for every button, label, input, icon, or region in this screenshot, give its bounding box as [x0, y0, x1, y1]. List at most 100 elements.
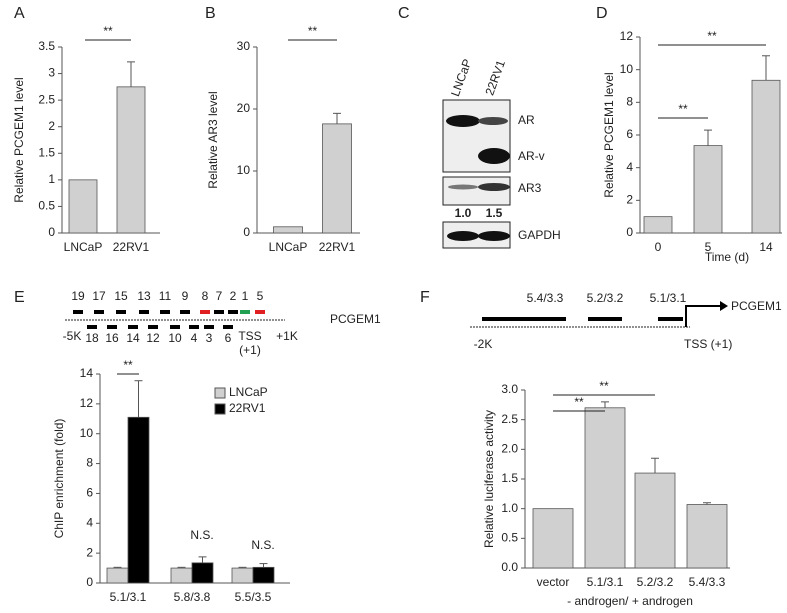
- band: [446, 115, 480, 127]
- annotation: **: [599, 379, 609, 393]
- region-label: 5: [257, 289, 264, 303]
- y-tick-label: 3.5: [38, 39, 55, 53]
- region: [204, 325, 214, 329]
- legend-swatch: [214, 403, 226, 415]
- blot-frame: [442, 176, 511, 206]
- region: [73, 310, 83, 314]
- annotation: N.S.: [251, 538, 274, 552]
- annotation: **: [123, 358, 133, 372]
- bar: [68, 179, 98, 234]
- region: [180, 310, 190, 314]
- x-tick-label: LNCaP: [269, 240, 308, 254]
- y-axis-label: ChIP enrichment (fold): [52, 419, 66, 539]
- y-tick-label: 0.0: [501, 560, 518, 574]
- x-tick-label: 22RV1: [319, 240, 356, 254]
- region: [170, 325, 180, 329]
- y-tick-label: 2.5: [38, 92, 55, 106]
- band-label: AR-v: [518, 149, 545, 163]
- error-bar: [127, 61, 135, 87]
- y-tick-label: 14: [80, 366, 94, 380]
- y-tick-label: 0.5: [501, 531, 518, 545]
- x-tick-label: 5.1/3.1: [110, 590, 147, 604]
- y-tick-label: 10: [237, 163, 251, 177]
- region: [107, 325, 117, 329]
- band: [478, 231, 510, 241]
- region-label: 12: [146, 331, 160, 345]
- y-axis-label: Relative PCGEM1 level: [602, 72, 616, 197]
- coordinate: TSS (+1): [684, 337, 732, 351]
- bar: [252, 566, 275, 584]
- bar: [170, 567, 193, 584]
- y-tick-label: 2.0: [501, 442, 518, 456]
- coordinate: TSS: [238, 329, 261, 343]
- annotation: **: [103, 24, 113, 38]
- bar: [693, 145, 723, 234]
- panel-label: C: [398, 5, 410, 22]
- region-label: 5.1/3.1: [650, 291, 687, 305]
- x-axis-label: Time (d): [705, 250, 749, 264]
- y-tick-label: 1: [48, 172, 55, 186]
- y-tick-label: 1.5: [501, 471, 518, 485]
- x-tick-label: 5.8/3.8: [174, 590, 211, 604]
- bar: [106, 567, 129, 584]
- region-label: 1: [242, 289, 249, 303]
- gene-label: PCGEM1: [330, 312, 381, 326]
- x-tick-label: 0: [655, 240, 662, 254]
- panel-label: B: [205, 5, 216, 22]
- x-tick-label: 5.1/3.1: [587, 575, 624, 589]
- quantification: 1.0: [455, 206, 472, 220]
- annotation: **: [707, 29, 717, 43]
- y-axis-label: Relative PCGEM1 level: [12, 77, 26, 202]
- y-tick-label: 4: [86, 515, 93, 529]
- x-tick-label: LNCaP: [64, 240, 103, 254]
- y-tick-label: 8: [626, 95, 633, 109]
- y-tick-label: 3.0: [501, 382, 518, 396]
- region-label: 3: [206, 331, 213, 345]
- y-tick-label: 6: [86, 486, 93, 500]
- region-label: 4: [191, 331, 198, 345]
- y-tick-label: 20: [237, 101, 251, 115]
- region-label: 13: [137, 289, 151, 303]
- region: [189, 325, 199, 329]
- y-tick-label: 2: [86, 545, 93, 559]
- bar: [532, 508, 574, 569]
- band: [478, 183, 510, 191]
- y-tick-label: 4: [626, 160, 633, 174]
- lane-label: LNCaP: [448, 57, 474, 98]
- y-axis-label: Relative AR3 level: [206, 91, 220, 188]
- y-tick-label: 10: [80, 426, 94, 440]
- annotation: N.S.: [190, 528, 213, 542]
- region: [228, 310, 238, 314]
- annotation: **: [574, 395, 584, 409]
- region-label: 14: [126, 331, 140, 345]
- region-label: 17: [92, 289, 106, 303]
- error-bar: [198, 556, 207, 563]
- x-tick-label: 5.5/3.5: [235, 590, 272, 604]
- bar: [322, 123, 352, 234]
- y-tick-label: 0: [243, 225, 250, 239]
- bar: [273, 226, 303, 234]
- region: [200, 310, 210, 314]
- blot-bands: [446, 115, 510, 241]
- region-label: 16: [105, 331, 119, 345]
- y-tick-label: 12: [80, 396, 94, 410]
- region-label: 2: [230, 289, 237, 303]
- tss-arrowhead: [720, 301, 728, 311]
- region: [87, 325, 97, 329]
- band: [478, 117, 508, 125]
- lane-label: 22RV1: [482, 58, 508, 97]
- y-tick-label: 6: [626, 127, 633, 141]
- x-tick-label: 5.2/3.2: [637, 575, 674, 589]
- y-tick-label: 10: [620, 62, 634, 76]
- error-bar: [601, 401, 609, 408]
- y-tick-label: 0.5: [38, 199, 55, 213]
- legend-swatch: [214, 387, 226, 399]
- legend-label: 22RV1: [229, 401, 266, 415]
- error-bar: [113, 566, 122, 569]
- region: [255, 310, 265, 314]
- error-bar: [238, 566, 247, 569]
- y-tick-label: 0: [86, 575, 93, 589]
- bar: [686, 504, 728, 569]
- region-label: 6: [225, 331, 232, 345]
- bar: [231, 567, 254, 584]
